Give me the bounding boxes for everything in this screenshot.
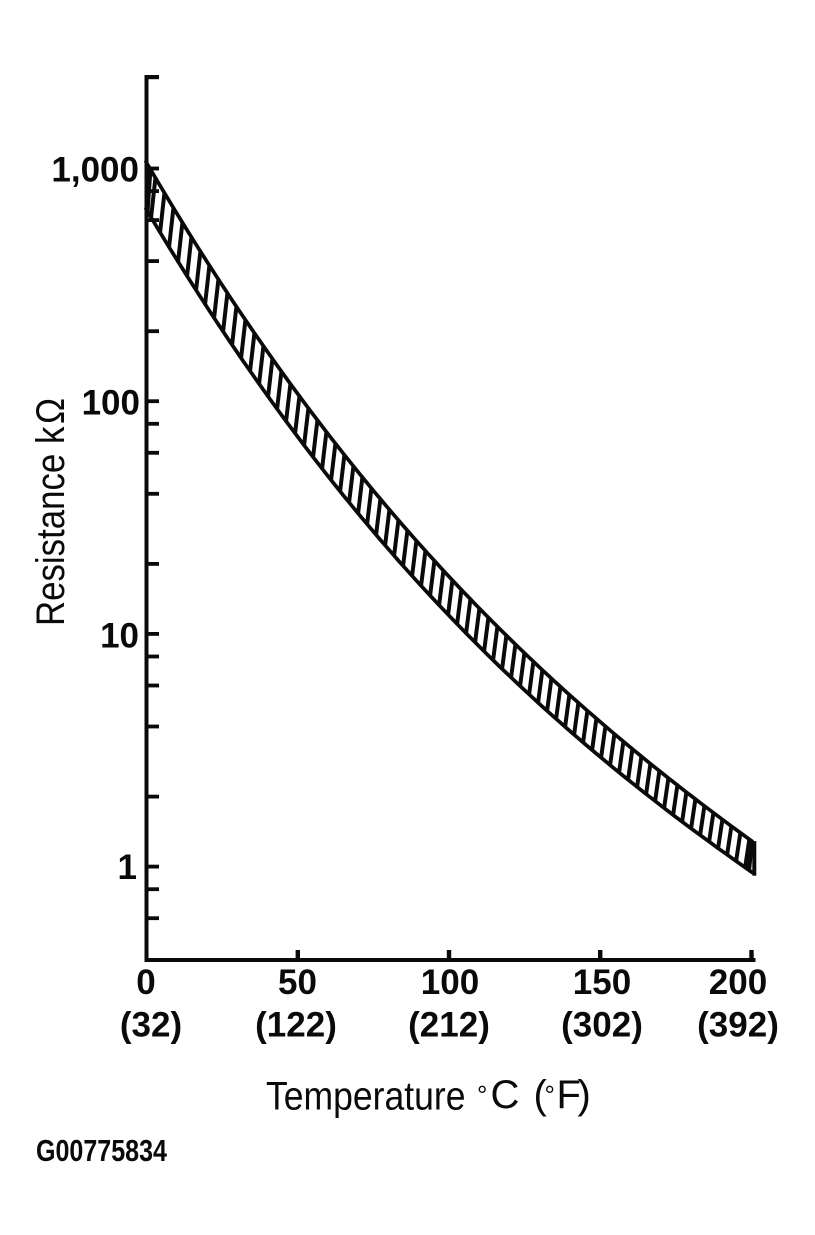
svg-text:100: 100 (82, 384, 140, 423)
svg-text:150: 150 (573, 963, 631, 1002)
svg-text:(122): (122) (255, 1006, 337, 1045)
svg-text:Temperature°C(°F): Temperature °C (°F) (266, 1073, 591, 1119)
svg-text:(302): (302) (561, 1006, 643, 1045)
svg-text:10: 10 (100, 617, 139, 656)
svg-text:1: 1 (118, 848, 137, 887)
svg-text:G00775834: G00775834 (36, 1133, 168, 1168)
svg-text:Resistance kΩ: Resistance kΩ (29, 398, 73, 626)
svg-text:(392): (392) (697, 1006, 779, 1045)
svg-text:(32): (32) (120, 1006, 182, 1045)
svg-text:(212): (212) (408, 1006, 490, 1045)
svg-text:0: 0 (136, 963, 155, 1002)
svg-text:1,000: 1,000 (51, 151, 139, 190)
svg-text:100: 100 (421, 963, 479, 1002)
svg-text:200: 200 (709, 963, 767, 1002)
svg-text:50: 50 (278, 963, 317, 1002)
